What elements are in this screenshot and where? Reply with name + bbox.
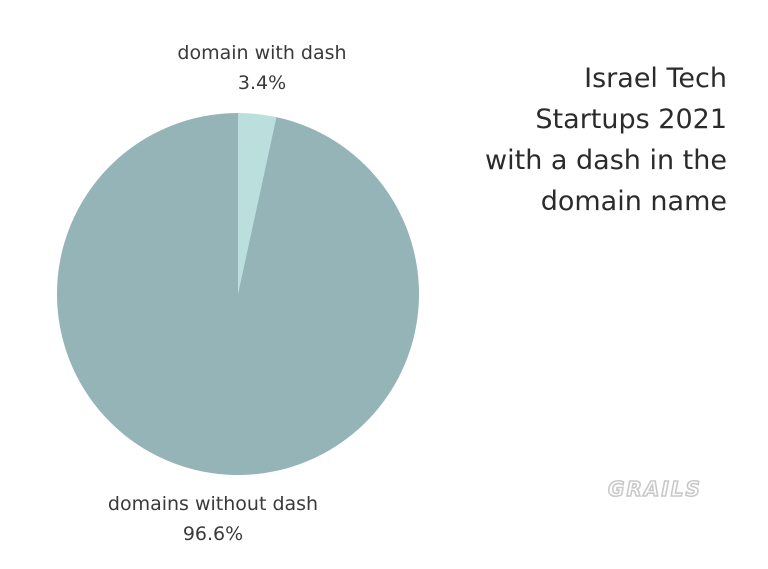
pie-slices (56, 113, 419, 475)
pie-slice-domains-without-dash (56, 113, 419, 475)
grails-logo: GRAILS (607, 476, 702, 502)
slice-name-domain-with-dash: domain with dash (177, 42, 347, 64)
pie-slice-domain-with-dash (238, 113, 277, 294)
slice-name-domains-without-dash: domains without dash (107, 493, 319, 515)
slice-label-domain-with-dash: domain with dash 3.4% (162, 38, 362, 98)
slice-percent-domains-without-dash: 96.6% (182, 523, 244, 545)
slice-percent-domain-with-dash: 3.4% (237, 72, 287, 94)
chart-title: Israel Tech Startups 2021 with a dash in… (485, 63, 727, 217)
svg-text:GRAILS: GRAILS (608, 477, 702, 501)
slice-label-domains-without-dash: domains without dash 96.6% (88, 489, 338, 549)
